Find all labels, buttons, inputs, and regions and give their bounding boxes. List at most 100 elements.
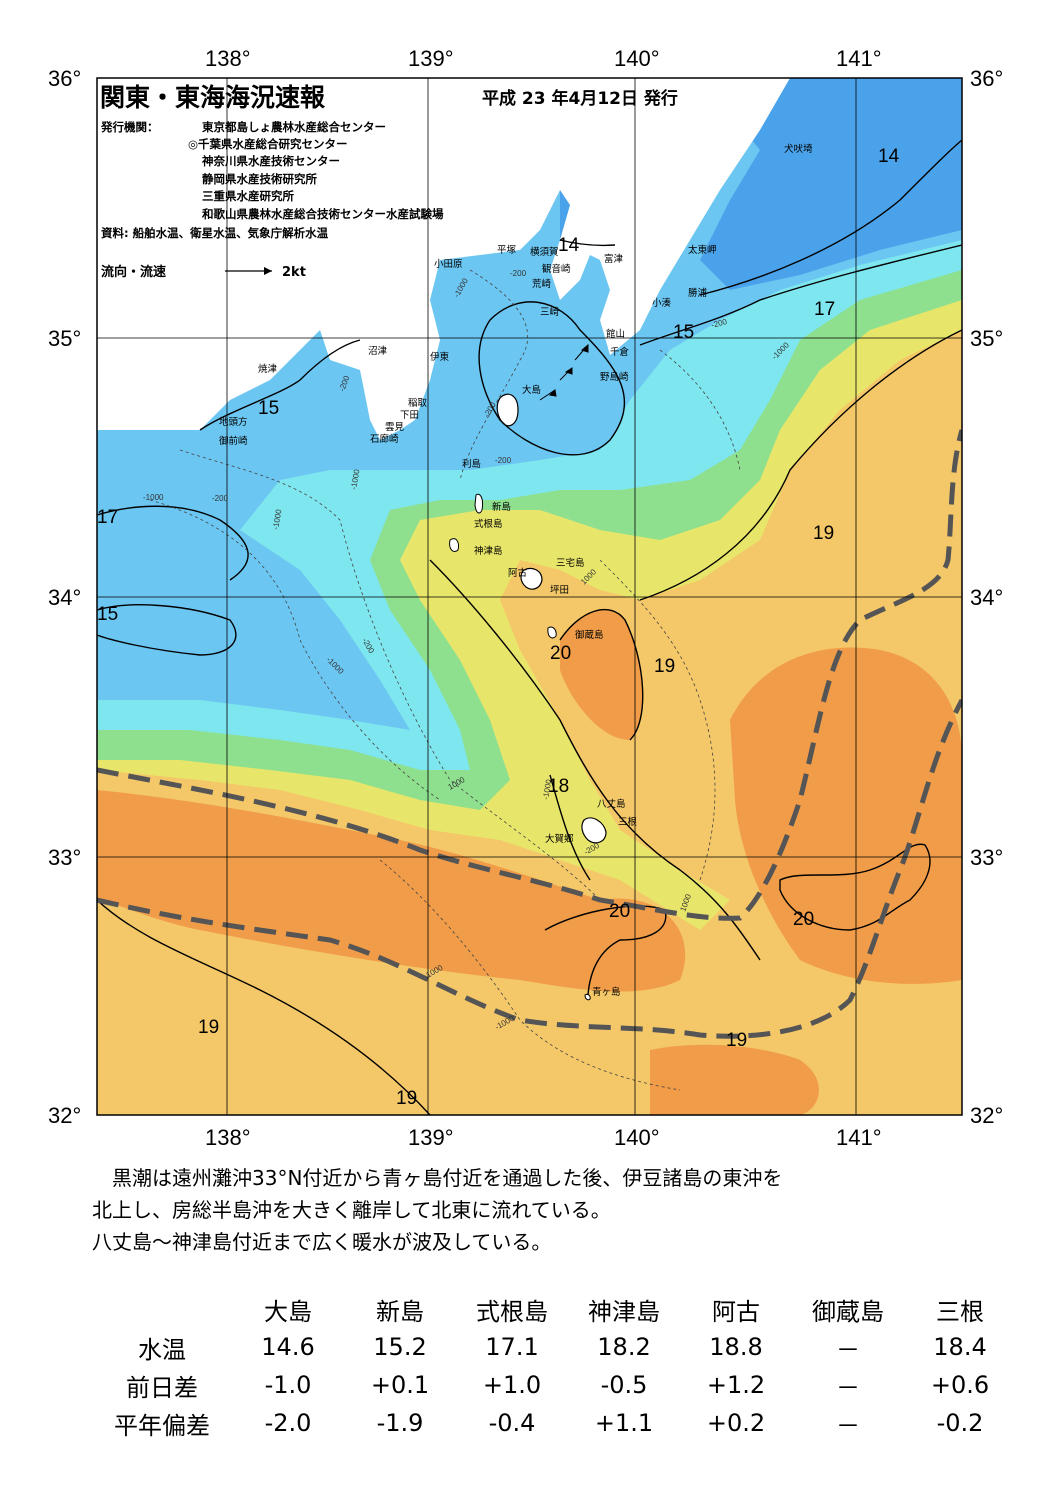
land-aogashima [584,993,591,1001]
current-scale-label: 2kt [282,265,306,280]
isotherm-label: 15 [97,604,118,625]
place-arasaki: 荒崎 [532,278,552,290]
place-mitsune: 三根 [618,816,638,828]
place-okago: 大賀郷 [545,833,574,845]
lat-tick: 32° [48,1103,81,1128]
depth-label: -1000 [271,508,284,530]
lat-tick: 35° [48,326,81,351]
graticule [97,78,962,1115]
lon-tick: 139° [408,46,454,71]
kuroshio-outer [97,698,962,1039]
place-chikura: 千倉 [610,346,630,358]
lon-tick: 141° [836,46,882,71]
current-arrows [539,343,589,401]
temperature-fields [97,78,962,1115]
lon-tick: 141° [836,1125,882,1150]
land-miyakejima [520,567,543,590]
place-tsubota: 坪田 [550,584,569,596]
place-irozaki: 石廊崎 [370,433,399,445]
column-header: 神津島 [588,1297,660,1326]
land-kozushima [449,538,459,553]
isotherm-label: 19 [198,1017,219,1038]
place-kominato: 小湊 [652,297,672,309]
place-futtsu: 富津 [604,253,624,265]
issuer: 東京都島しょ農林水産総合センター [202,120,386,134]
lat-ticks-right: 36° 35° 34° 33° 32° [970,66,1003,1128]
column-header: 御蔵島 [812,1297,884,1326]
table-cell: +1.1 [594,1409,654,1437]
summary-text: 黒潮は遠州灘沖33°N付近から青ヶ島付近を通過した後、伊豆諸島の東沖を 北上し、… [92,1162,1012,1258]
place-inubosaki: 犬吠埼 [784,143,813,155]
column-header: 新島 [376,1297,424,1326]
place-nojimazaki: 野島崎 [600,371,629,383]
table-cell: -2.0 [264,1409,312,1437]
summary-line: 八丈島～神津島付近まで広く暖水が波及している。 [92,1230,552,1254]
isotherm-label: 14 [878,146,900,167]
island-temperature-table: 大島 新島 式根島 神津島 阿古 御蔵島 三根 水温 14.6 15.2 17.… [92,1290,1016,1442]
table-cell: 18.2 [597,1333,651,1361]
lon-tick: 138° [205,46,251,71]
place-hachijojima: 八丈島 [597,798,626,810]
isotherm-label: 15 [673,322,694,343]
place-numazu: 沼津 [368,346,388,357]
place-aogashima: 青ヶ島 [592,986,621,998]
lat-tick: 32° [970,1103,1003,1128]
place-taitomisaki: 太東岬 [688,244,717,256]
issuer: 神奈川県水産技術センター [202,154,340,168]
table-cell: 14.6 [261,1333,315,1361]
lat-tick: 33° [970,845,1003,870]
land-mikurajima [547,626,557,639]
isotherm-14-ne [699,139,962,296]
sea-temperature-map: 138° 139° 140° 141° 138° 139° 140° 141° … [48,46,1003,1150]
place-hiratsuka: 平塚 [497,245,517,256]
issuer: 和歌山県農林水産総合技術センター水産試験場 [202,207,444,221]
zone-20-south [97,790,686,992]
place-inatori: 稲取 [408,397,428,409]
place-jitogata: 地頭方 [219,416,248,428]
isotherm-label: 17 [97,507,118,528]
depth-label: -1000 [349,468,362,490]
isotherm-19-north [639,329,962,601]
summary-line: 北上し、房総半島沖を大きく離岸して北東に流れている。 [92,1198,611,1222]
table-row: 水温 14.6 15.2 17.1 18.2 18.8 － 18.4 [92,1328,1016,1366]
column-header: 阿古 [712,1297,760,1326]
table-cell: 18.8 [709,1333,763,1361]
place-shikinejima: 式根島 [474,518,503,530]
place-odawara: 小田原 [434,259,463,270]
map-title: 関東・東海海況速報 [100,83,326,112]
sources: 資料: 船舶水温、衛星水温、気象庁解析水温 [101,226,329,240]
zone-20-east [730,647,962,984]
row-header: 前日差 [126,1373,198,1402]
zone-20-sw [650,1044,819,1115]
table-cell: － [836,1373,860,1402]
isotherm-20-east [779,843,931,931]
isotherm-15-west [199,339,361,431]
isotherm-17-west [97,505,249,581]
isotherm-label: 18 [548,776,569,797]
isotherm-14-bay [559,239,616,247]
place-kozushima: 神津島 [474,545,503,557]
depth-label: -200 [710,317,728,330]
issuer: 静岡県水産技術研究所 [202,172,317,186]
table-cell: － [836,1335,860,1364]
isotherm-label: 20 [550,643,571,664]
place-kannonzaki: 観音崎 [542,263,571,275]
column-header: 式根島 [476,1297,548,1326]
depth-labels: -200 -1000 -200 -1000 -200 -200 -1000 -2… [143,269,791,1032]
place-mera: 雲見 [385,422,405,433]
lat-tick: 36° [48,66,81,91]
issuer: ◎千葉県水産総合研究センター [188,137,348,151]
place-omaezaki: 御前崎 [219,435,248,447]
cold-eddy-west [97,604,236,655]
lon-ticks-top: 138° 139° 140° 141° [205,46,882,71]
kuroshio-inner [97,429,962,921]
zone-14 [700,78,962,290]
isotherm-15-eddy [97,604,237,656]
isotherm-15-cold [478,301,626,456]
table-row: 前日差 -1.0 +0.1 +1.0 -0.5 +1.2 － +0.6 [92,1366,1016,1404]
isotherm-label: 15 [258,398,279,419]
isotherm-label: 14 [558,235,580,256]
place-shimoda: 下田 [400,410,419,421]
depth-label: -200 [510,269,527,278]
lat-tick: 34° [48,585,81,610]
